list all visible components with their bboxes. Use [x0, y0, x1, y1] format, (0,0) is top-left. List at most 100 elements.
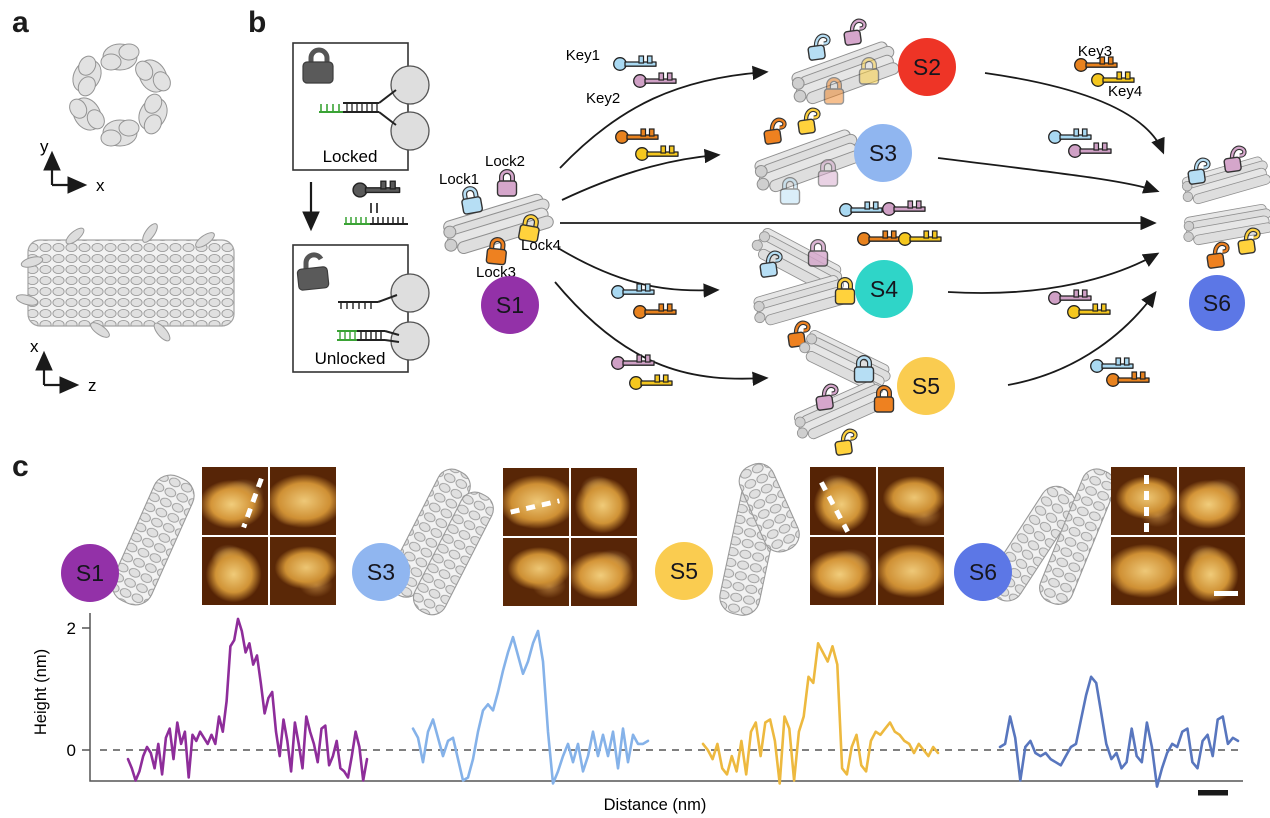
panel-a-bottom-axes	[35, 350, 80, 394]
unlocked-padlock-icon	[296, 252, 330, 291]
s2-badge	[898, 38, 956, 96]
profile-line-s6	[1144, 475, 1149, 533]
lock1-label: Lock1	[439, 171, 479, 188]
legend-key-icon	[352, 180, 401, 198]
key1-icon-s1s6	[839, 201, 883, 217]
s6-badge	[1189, 275, 1245, 331]
afm-image	[270, 537, 336, 605]
key4-icon-s1s5	[629, 374, 673, 390]
open-lock1-icon-s2	[808, 36, 829, 61]
trace-layer	[126, 617, 1240, 788]
afm-scale-bar	[1214, 591, 1238, 596]
key2-icon-s1s6	[882, 200, 926, 216]
locked-duplex-icon	[319, 89, 397, 126]
s5-badge-label: S5	[912, 373, 940, 399]
axis-label-x-bottom: x	[30, 337, 39, 356]
afm-image	[202, 537, 268, 605]
open-lock2-icon-s6	[1224, 148, 1245, 173]
locked-box: Locked	[292, 42, 430, 171]
afm-image	[571, 538, 637, 606]
s6-afm-grid	[1111, 467, 1245, 605]
s3-afm-grid	[503, 468, 637, 606]
unlocked-box: Unlocked	[292, 244, 430, 373]
s1-render	[111, 474, 195, 606]
unlocked-label: Unlocked	[315, 349, 386, 368]
chart-axes	[89, 613, 1243, 782]
afm-image	[878, 467, 944, 535]
key-strand-icon	[344, 217, 408, 225]
afm-image	[878, 537, 944, 605]
afm-image	[503, 538, 569, 606]
lock3-icon-s5	[875, 388, 894, 413]
s4-structure-b	[748, 272, 850, 330]
afm-image	[810, 537, 876, 605]
key2-icon-s3s6	[1068, 142, 1112, 158]
s1-group-badge: S1	[61, 544, 119, 602]
panel-a-top-structure	[65, 43, 175, 147]
s3-badge-label: S3	[869, 140, 897, 166]
key3-icon-s5s6	[1106, 371, 1150, 387]
height-trace-S6	[998, 675, 1240, 788]
open-lock4-icon-s3	[798, 110, 819, 135]
key2-icon	[633, 72, 677, 88]
arrow-s3-s6	[937, 157, 1160, 194]
key1-label: Key1	[566, 47, 600, 64]
s1-afm-grid	[202, 467, 336, 605]
key1-icon	[613, 55, 657, 71]
s6-group-badge: S6	[954, 543, 1012, 601]
panel-c-label: c	[12, 450, 29, 483]
key2-icon-s4s6	[1048, 289, 1092, 305]
chart-yticks	[82, 627, 90, 751]
arrow-s4-s6	[947, 252, 1160, 294]
locked-padlock-icon	[302, 47, 334, 84]
s3-render	[387, 468, 494, 616]
key4-icon-s1s3	[635, 145, 679, 161]
s5-render	[719, 462, 800, 616]
s5-group-badge: S5	[655, 542, 713, 600]
height-trace-S3	[411, 629, 650, 785]
open-lock4-icon-s5	[835, 431, 856, 456]
open-lock3-icon-s3	[764, 120, 785, 145]
key1-icon-s3s6	[1048, 128, 1092, 144]
lock4-label: Lock4	[521, 237, 561, 254]
reaction-arrows	[554, 65, 1165, 386]
key3-icon-s1s6	[857, 230, 901, 246]
s6-structure-b	[1180, 202, 1270, 248]
lock2-icon	[498, 172, 517, 197]
arrow-s1-s2	[559, 65, 769, 169]
height-trace-S5	[701, 641, 940, 785]
key1-icon-s1s4	[611, 283, 655, 299]
afm-image	[571, 468, 637, 536]
locked-label: Locked	[323, 147, 378, 166]
equivalence-symbol-icon	[370, 203, 378, 213]
axis-label-z: z	[88, 376, 97, 395]
arrow-s1-s3	[561, 148, 721, 201]
key2-icon-s1s5	[611, 354, 655, 370]
arrow-s2-s6	[984, 72, 1165, 155]
afm-image	[1179, 467, 1245, 535]
s3-badge	[854, 124, 912, 182]
ytick-0: 0	[67, 741, 76, 760]
x-axis-label: Distance (nm)	[604, 796, 707, 814]
key4-label: Key4	[1108, 83, 1142, 100]
open-lock2-icon-s2	[844, 21, 865, 46]
chart-scale-bar	[1198, 790, 1228, 796]
lock1-icon	[460, 187, 483, 214]
axis-label-y: y	[40, 137, 49, 156]
s6-badge-label: S6	[1203, 290, 1231, 316]
panel-a-label: a	[12, 6, 29, 39]
s2-badge-label: S2	[913, 54, 941, 80]
key4-icon-s4s6	[1067, 303, 1111, 319]
s1-badge-label: S1	[496, 292, 524, 318]
key3-label: Key3	[1078, 43, 1112, 60]
height-profile-chart: 2 0 Height (nm) Distance (nm)	[32, 613, 1243, 814]
panel-a-side-structure	[15, 223, 235, 342]
s1-badge	[481, 276, 539, 334]
key4-icon-s1s6	[898, 230, 942, 246]
s4-badge-label: S4	[870, 276, 898, 302]
arrow-s1-s5	[554, 281, 769, 386]
ytick-2: 2	[67, 619, 76, 638]
key1-icon-s5s6	[1090, 357, 1134, 373]
